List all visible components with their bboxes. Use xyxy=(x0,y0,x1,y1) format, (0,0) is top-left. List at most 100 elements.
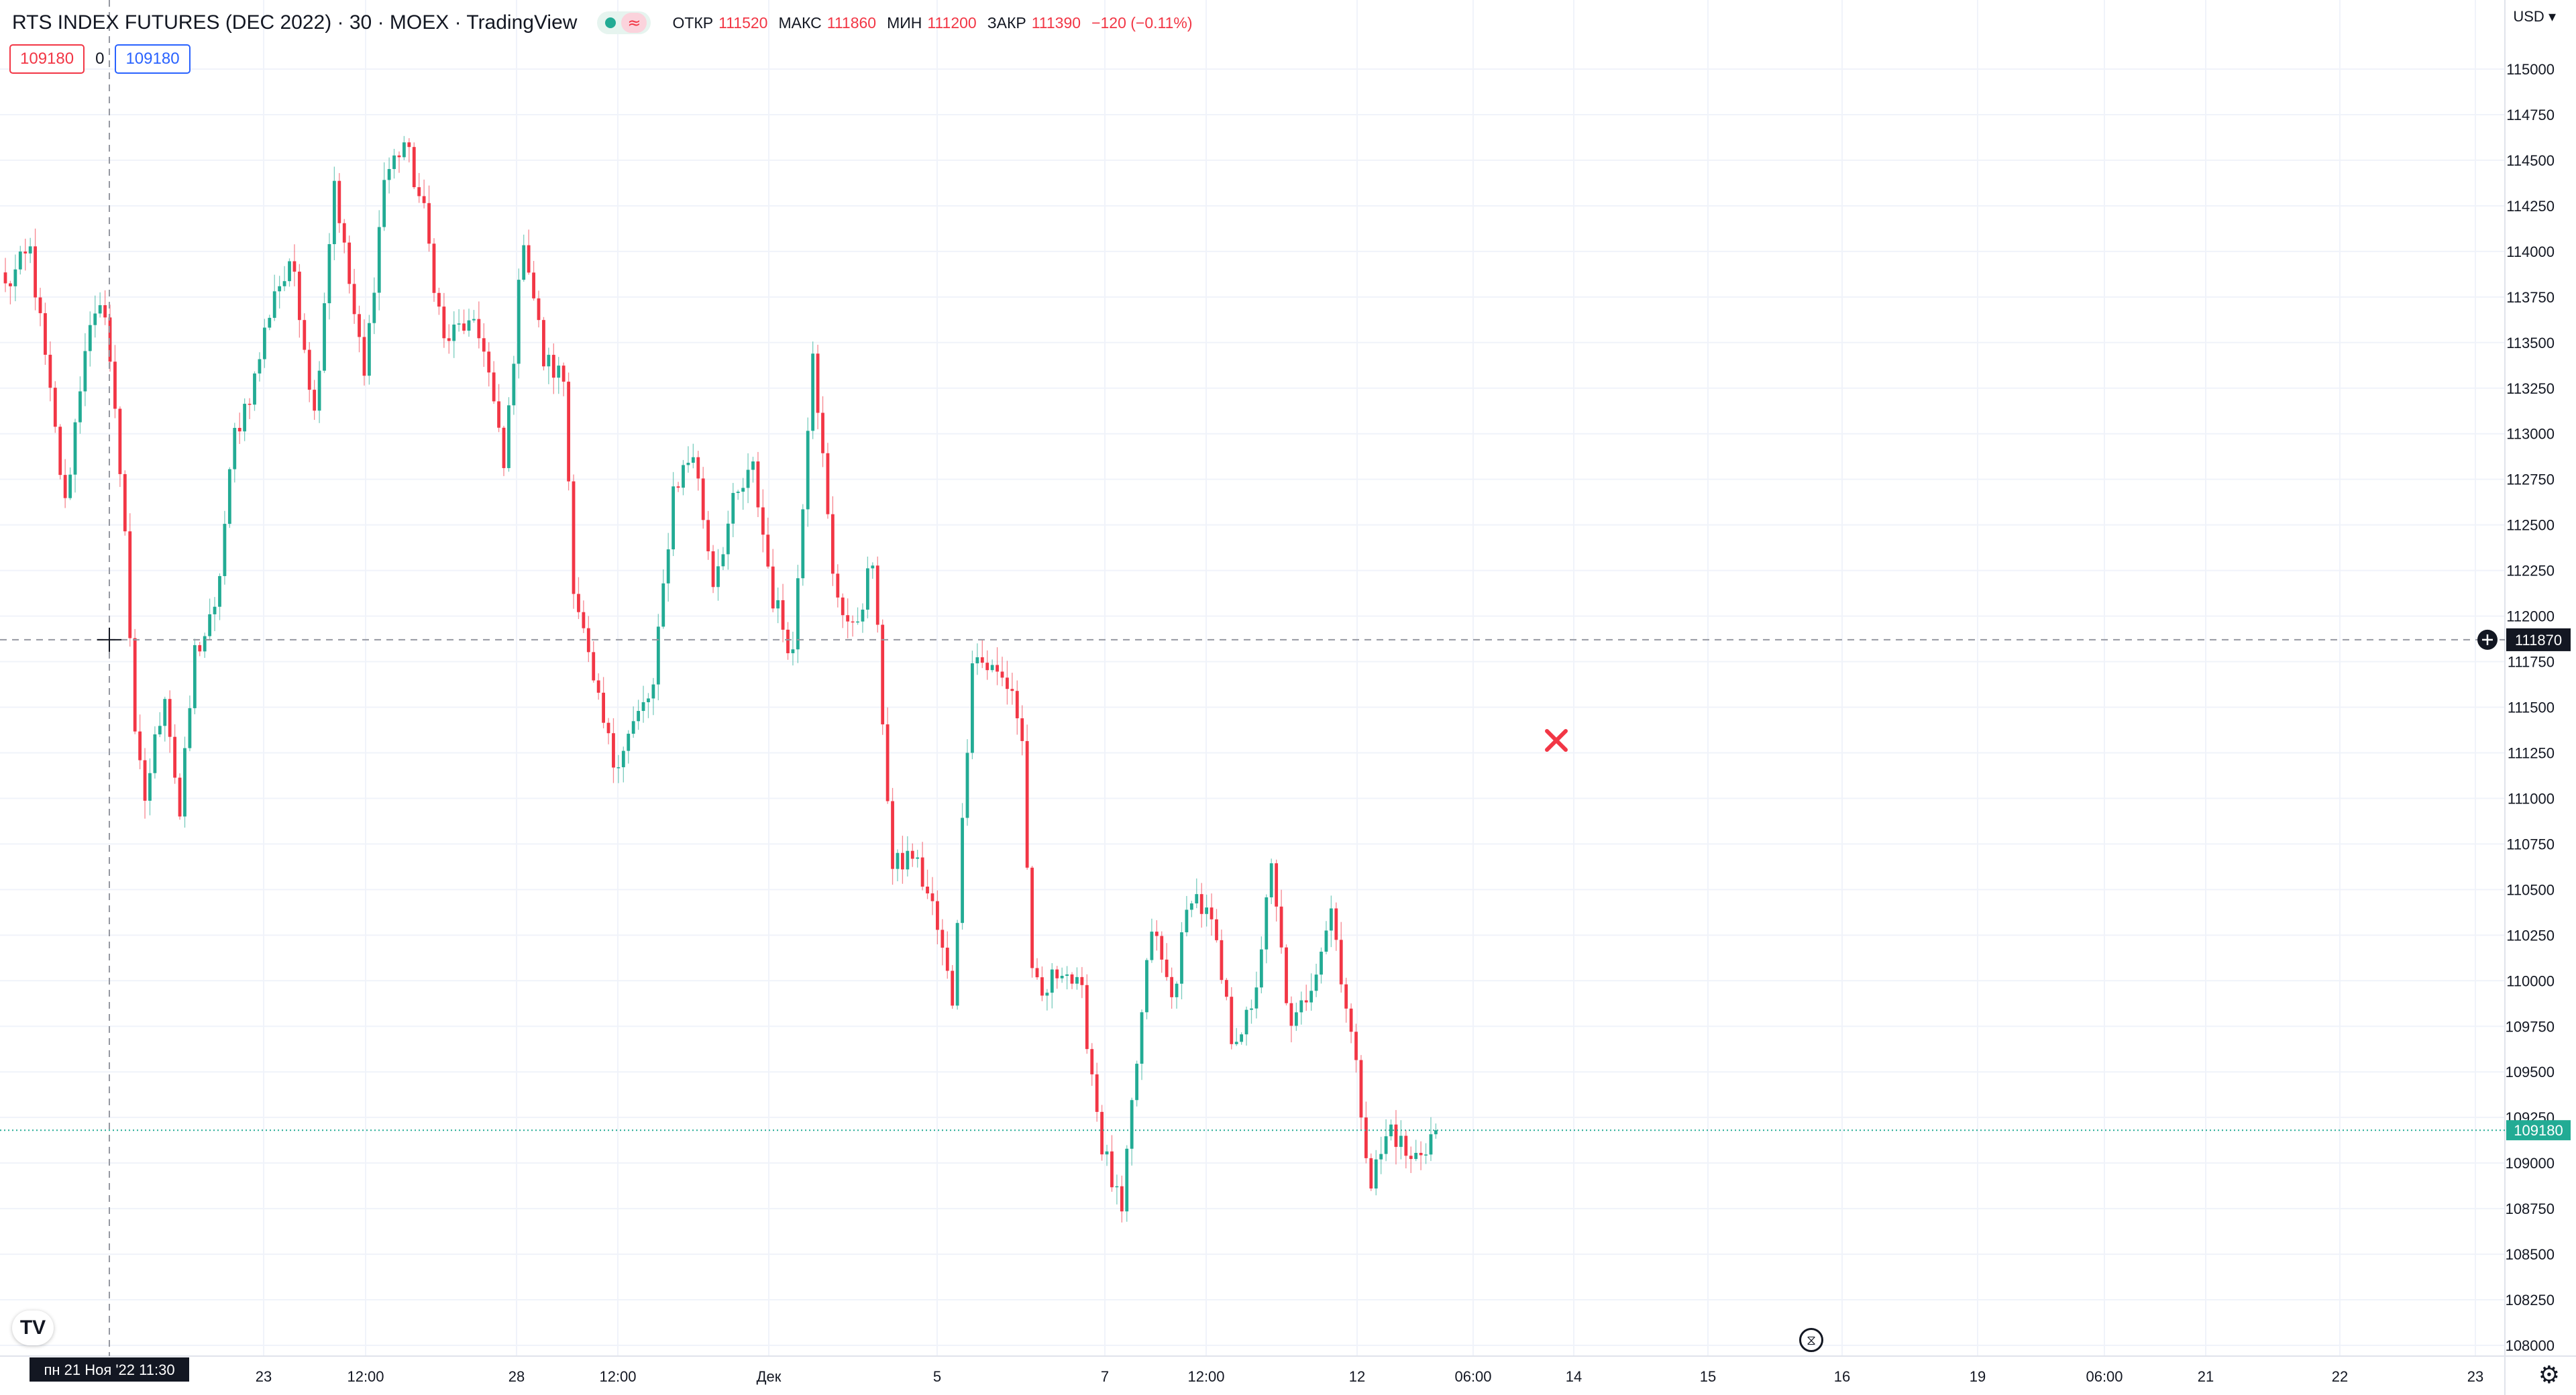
candle-body xyxy=(522,245,526,280)
candle-body xyxy=(926,887,929,894)
candle-body xyxy=(1095,1074,1099,1112)
price-tick-label: 108500 xyxy=(2506,1246,2555,1263)
gear-icon[interactable]: ⚙ xyxy=(2538,1361,2560,1389)
candle-body xyxy=(402,142,406,158)
candle-body xyxy=(1289,1003,1293,1026)
candle-body xyxy=(721,554,725,567)
data-delay-icon[interactable]: ≈ xyxy=(621,13,647,33)
candle-body xyxy=(801,509,805,579)
candle-body xyxy=(1434,1130,1438,1135)
candle-body xyxy=(1145,960,1148,1013)
price-tick-label: 109000 xyxy=(2506,1155,2555,1172)
candle-body xyxy=(13,269,17,286)
candle-body xyxy=(971,663,974,753)
market-status[interactable]: ≈ xyxy=(597,11,651,34)
candle-body xyxy=(851,621,855,623)
candle-body xyxy=(188,708,192,748)
candle-body xyxy=(1015,691,1019,718)
candle-body xyxy=(682,465,685,488)
candle-body xyxy=(1250,1008,1253,1010)
candle-body xyxy=(332,180,336,245)
candle-body xyxy=(746,469,750,488)
time-tick-label: Дек xyxy=(757,1368,782,1385)
candle-body xyxy=(243,404,247,432)
time-tick-label: 23 xyxy=(2467,1368,2483,1385)
candle-body xyxy=(1210,907,1214,919)
candle-body xyxy=(1045,993,1049,996)
bar-replay-icon[interactable]: ⧖ xyxy=(1799,1328,1823,1352)
candle-body xyxy=(352,284,356,315)
candle-body xyxy=(442,306,446,339)
candle-body xyxy=(1230,997,1234,1044)
candle-body xyxy=(577,594,580,612)
candle-body xyxy=(1140,1012,1144,1064)
time-tick-label: 12:00 xyxy=(347,1368,384,1385)
tradingview-logo-icon[interactable]: TV xyxy=(12,1310,54,1345)
candle-body xyxy=(791,649,795,653)
candle-body xyxy=(278,286,282,292)
candle-body xyxy=(98,305,102,314)
candle-body xyxy=(985,663,989,671)
candle-body xyxy=(1175,983,1179,997)
candle-body xyxy=(961,818,964,924)
price-tick-label: 114500 xyxy=(2506,152,2555,169)
candle-body xyxy=(796,578,800,650)
candle-body xyxy=(1006,677,1009,689)
candle-body xyxy=(731,493,735,524)
candle-body xyxy=(1030,867,1034,968)
candle-body xyxy=(786,629,790,653)
candle-body xyxy=(1309,991,1313,1003)
candle-body xyxy=(920,857,924,887)
candle-body xyxy=(272,291,276,318)
candle-body xyxy=(1195,894,1199,904)
candle-body xyxy=(497,401,500,428)
candle-body xyxy=(3,272,7,284)
buy-button[interactable]: 109180 xyxy=(115,44,191,74)
candle-body xyxy=(836,573,840,598)
candle-body xyxy=(891,801,894,869)
candle-body xyxy=(68,474,72,498)
candle-body xyxy=(512,364,516,406)
candle-body xyxy=(936,901,939,930)
candle-body xyxy=(951,970,955,1006)
candle-body xyxy=(262,327,266,359)
candle-body xyxy=(885,724,890,801)
candle-body xyxy=(811,353,815,431)
candle-body xyxy=(686,462,690,465)
candle-body xyxy=(666,549,670,583)
candle-body xyxy=(1120,1186,1124,1212)
candle-body xyxy=(1150,932,1154,960)
candle-body xyxy=(417,187,421,197)
candle-body xyxy=(437,292,441,307)
order-quantity[interactable]: 0 xyxy=(95,50,105,68)
candle-body xyxy=(83,351,87,392)
candle-body xyxy=(1115,1186,1119,1188)
price-tick-label: 112250 xyxy=(2506,563,2555,579)
candle-body xyxy=(606,722,610,734)
candle-body xyxy=(1215,919,1218,940)
candle-body xyxy=(1285,947,1288,1003)
symbol-title[interactable]: RTS INDEX FUTURES (DEC 2022) · 30 · MOEX… xyxy=(12,11,578,34)
candle-body xyxy=(113,361,117,409)
candle-body xyxy=(582,612,586,628)
currency-selector[interactable]: USD ▾ xyxy=(2513,8,2556,25)
candle-body xyxy=(557,366,561,378)
candle-body xyxy=(1374,1159,1378,1189)
candle-body xyxy=(941,930,945,948)
candle-body xyxy=(48,354,52,388)
candle-body xyxy=(392,155,396,170)
crosshair-time-tag xyxy=(30,1357,189,1382)
candle-body xyxy=(1359,1060,1363,1118)
candle-body xyxy=(1090,1049,1094,1074)
sell-button[interactable]: 109180 xyxy=(9,44,85,74)
candle-body xyxy=(1304,1000,1308,1003)
candle-body xyxy=(637,711,641,722)
time-tick-label: 23 xyxy=(256,1368,272,1385)
candle-body xyxy=(337,180,341,223)
candle-body xyxy=(945,948,949,971)
candle-body xyxy=(213,606,217,614)
candle-body xyxy=(163,699,167,726)
candle-body xyxy=(203,636,207,652)
candle-body xyxy=(865,568,869,610)
